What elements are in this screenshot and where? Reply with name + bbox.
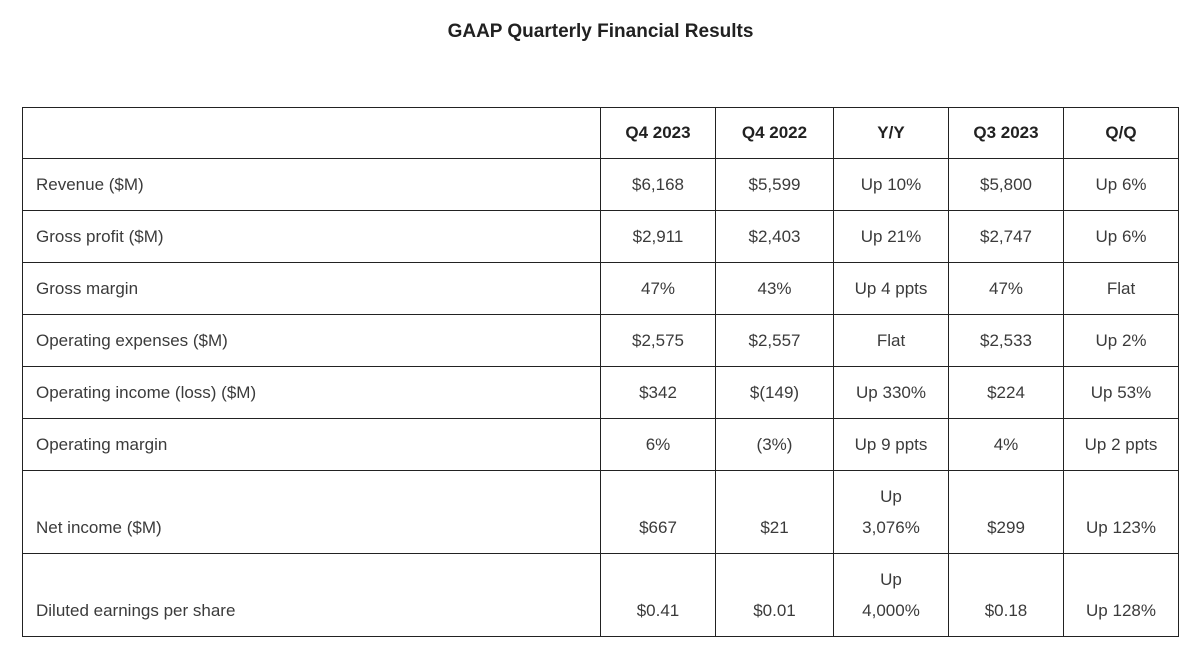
cell-value: 47% [600, 262, 716, 315]
cell-value: $5,599 [715, 158, 834, 211]
cell-value: $667 [600, 470, 716, 554]
header-cell-qq: Q/Q [1063, 107, 1179, 159]
cell-value: Up 21% [833, 210, 949, 263]
row-label: Operating margin [22, 418, 601, 471]
cell-value: 4% [948, 418, 1064, 471]
cell-value: $5,800 [948, 158, 1064, 211]
table-row-gross-margin: Gross margin 47% 43% Up 4 ppts 47% Flat [22, 262, 1179, 315]
cell-value: Up 330% [833, 366, 949, 419]
cell-value: $2,911 [600, 210, 716, 263]
table-row-operating-margin: Operating margin 6% (3%) Up 9 ppts 4% Up… [22, 418, 1179, 471]
cell-value: $2,533 [948, 314, 1064, 367]
cell-value: $2,575 [600, 314, 716, 367]
row-label: Operating expenses ($M) [22, 314, 601, 367]
row-label: Revenue ($M) [22, 158, 601, 211]
cell-value: $299 [948, 470, 1064, 554]
header-cell-q3-2023: Q3 2023 [948, 107, 1064, 159]
cell-value: Up 4,000% [833, 553, 949, 637]
table-row-diluted-eps: Diluted earnings per share $0.41 $0.01 U… [22, 553, 1179, 637]
cell-value: Up 53% [1063, 366, 1179, 419]
cell-value: $0.01 [715, 553, 834, 637]
cell-value: Up 2% [1063, 314, 1179, 367]
row-label: Operating income (loss) ($M) [22, 366, 601, 419]
cell-value: Up 9 ppts [833, 418, 949, 471]
row-label: Net income ($M) [22, 470, 601, 554]
cell-value: 6% [600, 418, 716, 471]
cell-value: Up 10% [833, 158, 949, 211]
financial-results-table: Q4 2023 Q4 2022 Y/Y Q3 2023 Q/Q Revenue … [22, 107, 1179, 637]
cell-value: $21 [715, 470, 834, 554]
table-row-revenue: Revenue ($M) $6,168 $5,599 Up 10% $5,800… [22, 158, 1179, 211]
cell-value: Up 6% [1063, 158, 1179, 211]
header-cell-q4-2022: Q4 2022 [715, 107, 834, 159]
table-row-operating-income: Operating income (loss) ($M) $342 $(149)… [22, 366, 1179, 419]
cell-value: Up 6% [1063, 210, 1179, 263]
cell-value: 43% [715, 262, 834, 315]
row-label: Gross profit ($M) [22, 210, 601, 263]
row-label: Diluted earnings per share [22, 553, 601, 637]
row-label: Gross margin [22, 262, 601, 315]
cell-value: Up 128% [1063, 553, 1179, 637]
table-row-net-income: Net income ($M) $667 $21 Up 3,076% $299 … [22, 470, 1179, 554]
cell-value: $0.41 [600, 553, 716, 637]
cell-value: Up 3,076% [833, 470, 949, 554]
cell-value: $342 [600, 366, 716, 419]
header-row: Q4 2023 Q4 2022 Y/Y Q3 2023 Q/Q [22, 107, 1179, 159]
header-cell-q4-2023: Q4 2023 [600, 107, 716, 159]
table-row-gross-profit: Gross profit ($M) $2,911 $2,403 Up 21% $… [22, 210, 1179, 263]
header-cell-yy: Y/Y [833, 107, 949, 159]
cell-value: Flat [1063, 262, 1179, 315]
cell-value: Flat [833, 314, 949, 367]
cell-value: $2,557 [715, 314, 834, 367]
cell-value: $(149) [715, 366, 834, 419]
cell-value: $2,403 [715, 210, 834, 263]
cell-value: $0.18 [948, 553, 1064, 637]
page-title: GAAP Quarterly Financial Results [447, 21, 754, 42]
cell-value: Up 4 ppts [833, 262, 949, 315]
cell-value: $2,747 [948, 210, 1064, 263]
cell-value: Up 2 ppts [1063, 418, 1179, 471]
cell-value: Up 123% [1063, 470, 1179, 554]
cell-value: $6,168 [600, 158, 716, 211]
cell-value: (3%) [715, 418, 834, 471]
table-row-operating-expenses: Operating expenses ($M) $2,575 $2,557 Fl… [22, 314, 1179, 367]
cell-value: 47% [948, 262, 1064, 315]
cell-value: $224 [948, 366, 1064, 419]
header-cell-blank [22, 107, 601, 159]
